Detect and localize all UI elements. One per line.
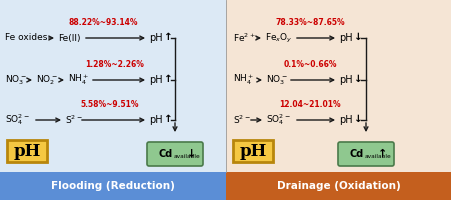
Text: Fe(II): Fe(II): [58, 33, 80, 43]
Text: pH: pH: [239, 142, 266, 160]
Text: pH: pH: [338, 75, 352, 85]
Text: 5.58%~9.51%: 5.58%~9.51%: [81, 100, 139, 109]
Text: S$^{2-}$: S$^{2-}$: [65, 114, 83, 126]
Text: pH: pH: [338, 115, 352, 125]
Text: pH: pH: [149, 115, 162, 125]
Bar: [226, 0, 451, 172]
Text: pH: pH: [13, 142, 41, 160]
Text: NO$_3^-$: NO$_3^-$: [265, 73, 287, 87]
Text: NH$_4^+$: NH$_4^+$: [232, 73, 253, 87]
Bar: [0, 0, 226, 172]
Text: SO$_4^{2-}$: SO$_4^{2-}$: [5, 113, 30, 127]
Text: NO$_2^-$: NO$_2^-$: [36, 73, 58, 87]
Text: Fe oxides: Fe oxides: [5, 33, 47, 43]
Text: Fe$_x$O$_y$: Fe$_x$O$_y$: [264, 31, 292, 45]
Text: available: available: [174, 154, 200, 159]
Text: ↑: ↑: [164, 114, 172, 124]
Text: ↑: ↑: [164, 74, 172, 84]
Text: pH: pH: [338, 33, 352, 43]
Text: available: available: [364, 154, 391, 159]
Text: ↓: ↓: [353, 114, 362, 124]
Bar: [226, 172, 451, 200]
Text: NH$_4^+$: NH$_4^+$: [68, 73, 89, 87]
Text: 12.04~21.01%: 12.04~21.01%: [279, 100, 340, 109]
FancyBboxPatch shape: [232, 140, 272, 162]
Text: ↓: ↓: [353, 32, 362, 42]
Text: ↓: ↓: [187, 149, 196, 159]
Bar: [0, 172, 226, 200]
Text: Cd: Cd: [349, 149, 363, 159]
Text: S$^{2-}$: S$^{2-}$: [232, 114, 250, 126]
Text: 0.1%~0.66%: 0.1%~0.66%: [283, 60, 336, 69]
Text: 78.33%~87.65%: 78.33%~87.65%: [275, 18, 344, 27]
Text: 88.22%~93.14%: 88.22%~93.14%: [68, 18, 138, 27]
Text: 1.28%~2.26%: 1.28%~2.26%: [85, 60, 144, 69]
Text: NO$_3^-$: NO$_3^-$: [5, 73, 27, 87]
Text: Drainage (Oxidation): Drainage (Oxidation): [276, 181, 400, 191]
Text: ↑: ↑: [164, 32, 172, 42]
Text: Fe$^{2+}$: Fe$^{2+}$: [232, 32, 255, 44]
Text: Flooding (Reduction): Flooding (Reduction): [51, 181, 175, 191]
Text: ↑: ↑: [377, 149, 387, 159]
Text: Cd: Cd: [158, 149, 173, 159]
Text: SO$_4^{2-}$: SO$_4^{2-}$: [265, 113, 290, 127]
FancyBboxPatch shape: [147, 142, 202, 166]
FancyBboxPatch shape: [337, 142, 393, 166]
Text: pH: pH: [149, 75, 162, 85]
FancyBboxPatch shape: [7, 140, 47, 162]
Text: ↓: ↓: [353, 74, 362, 84]
Text: pH: pH: [149, 33, 162, 43]
